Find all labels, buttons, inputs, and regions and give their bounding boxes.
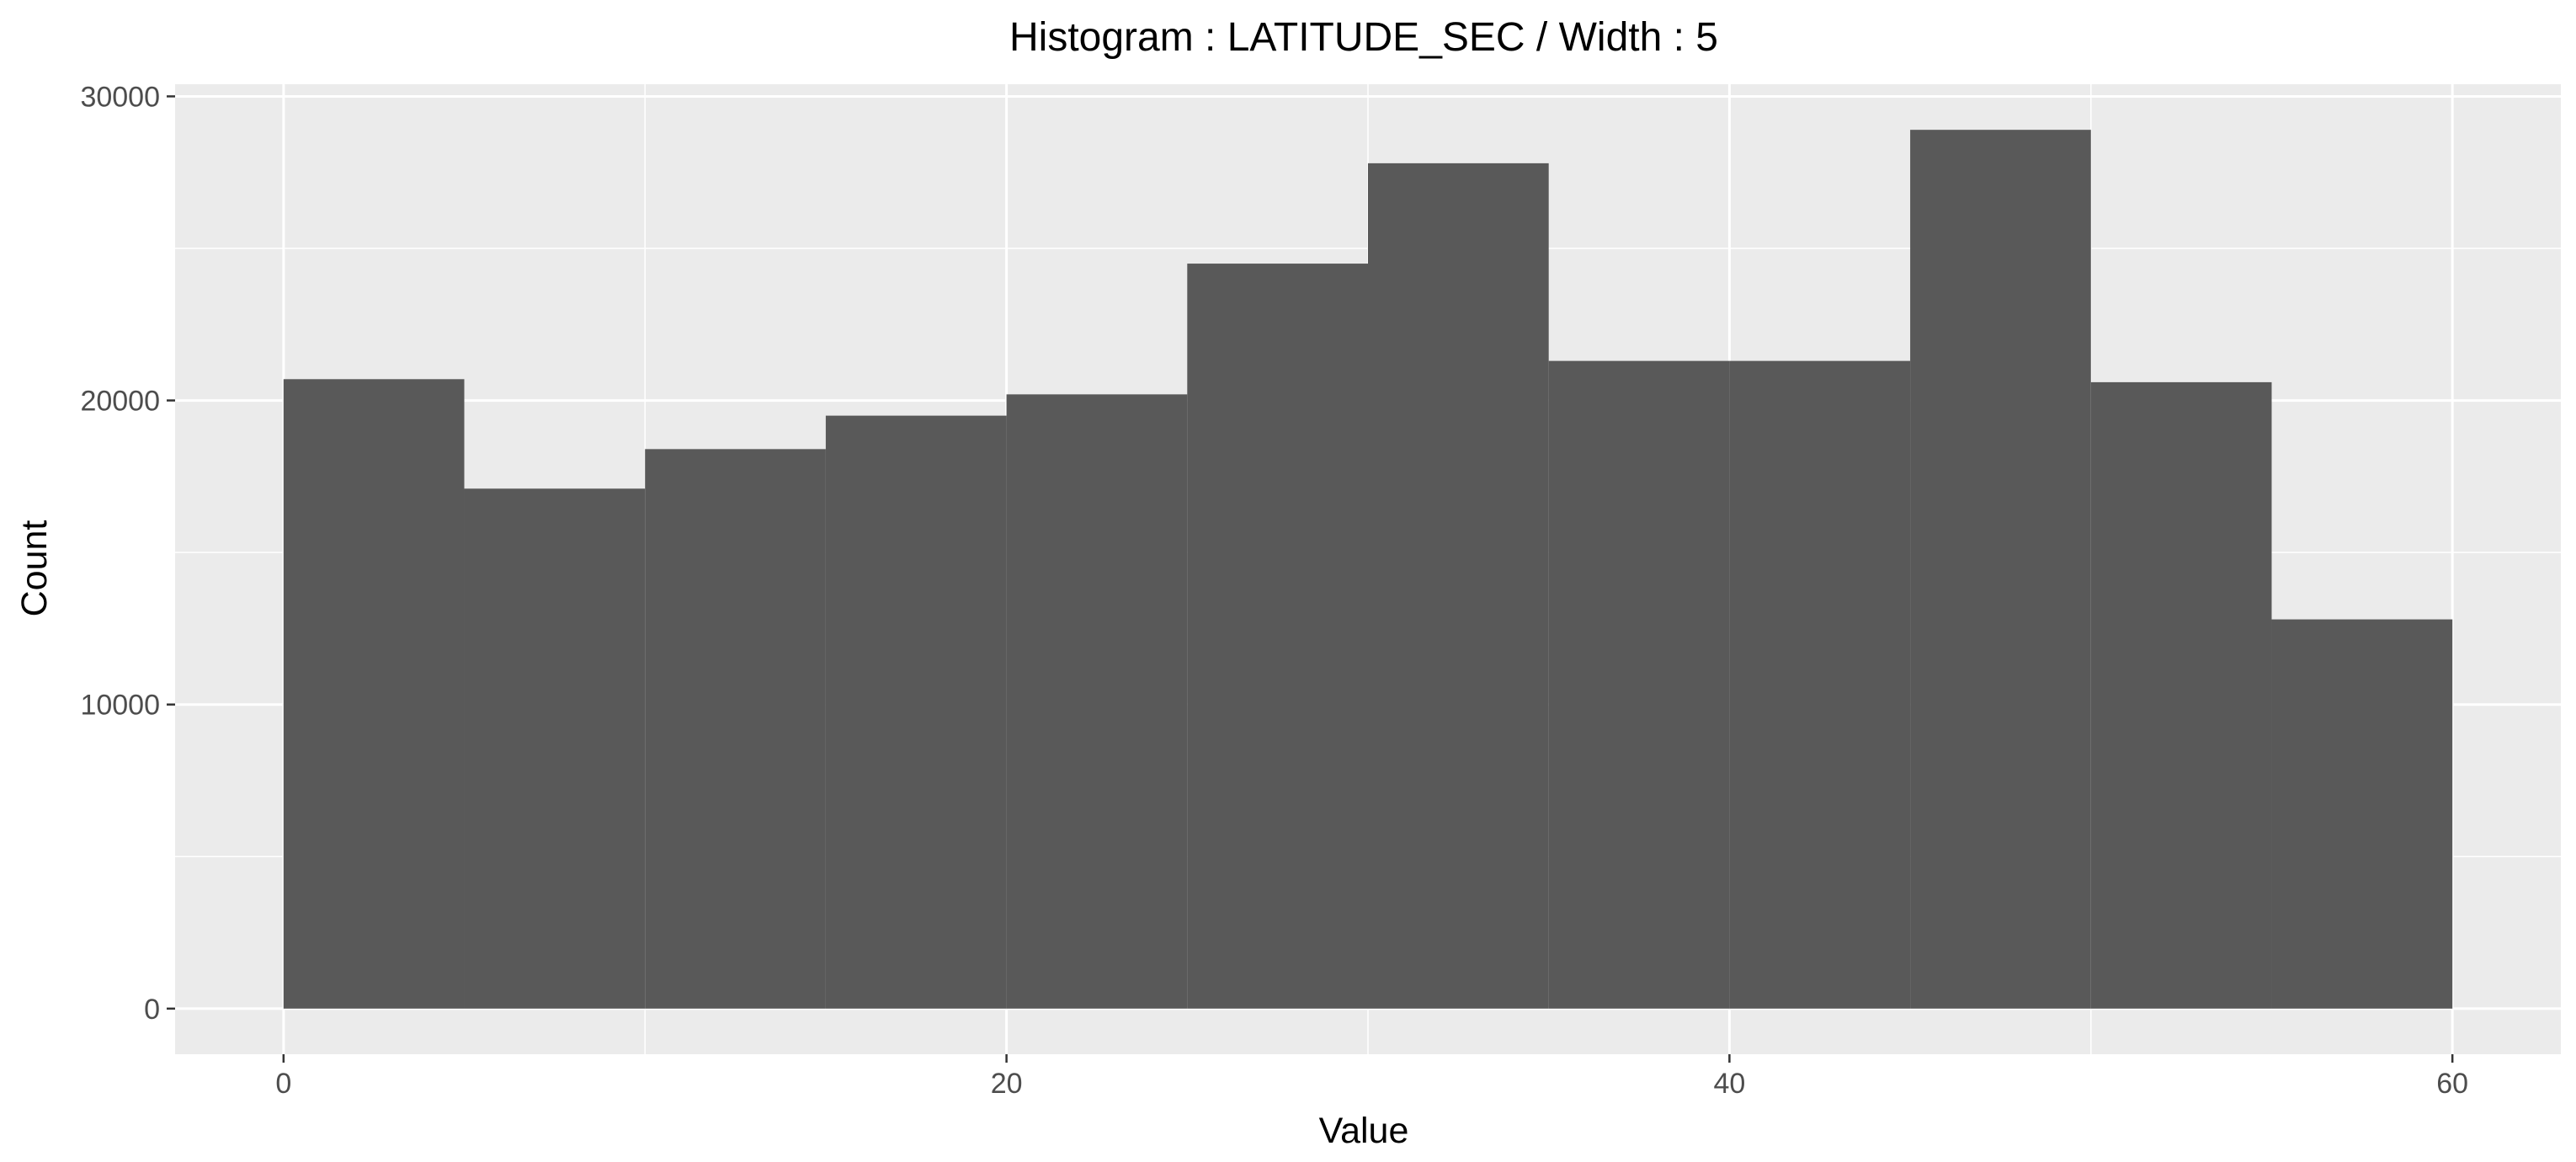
y-tick-label: 30000: [80, 81, 160, 113]
y-tick-label: 20000: [80, 386, 160, 418]
histogram-bar: [283, 379, 465, 1009]
y-tick-label: 0: [144, 994, 160, 1026]
histogram-bar: [1006, 394, 1188, 1009]
y-tick-label: 10000: [80, 690, 160, 722]
histogram-bar: [1368, 163, 1549, 1009]
histogram-bar: [464, 488, 646, 1009]
histogram-bar: [1187, 264, 1368, 1009]
x-axis-title: Value: [1319, 1111, 1409, 1151]
histogram-bar: [2090, 381, 2272, 1009]
histogram-bar: [645, 449, 826, 1009]
histogram-bar: [1548, 360, 1730, 1009]
histogram-bar: [825, 415, 1007, 1009]
x-tick-label: 60: [2436, 1068, 2468, 1100]
histogram-bar: [1910, 130, 2091, 1009]
histogram-bars: [283, 130, 2453, 1009]
x-tick-label: 20: [991, 1068, 1023, 1100]
x-tick-label: 0: [275, 1068, 291, 1100]
histogram-bar: [2271, 619, 2453, 1009]
x-tick-label: 40: [1713, 1068, 1745, 1100]
chart-title: Histogram : LATITUDE_SEC / Width : 5: [1009, 15, 1718, 60]
y-axis-title: Count: [14, 520, 55, 617]
axes: 0 20 40 60 0 10000 20000 30000: [80, 81, 2468, 1100]
histogram-bar: [1729, 360, 1911, 1009]
